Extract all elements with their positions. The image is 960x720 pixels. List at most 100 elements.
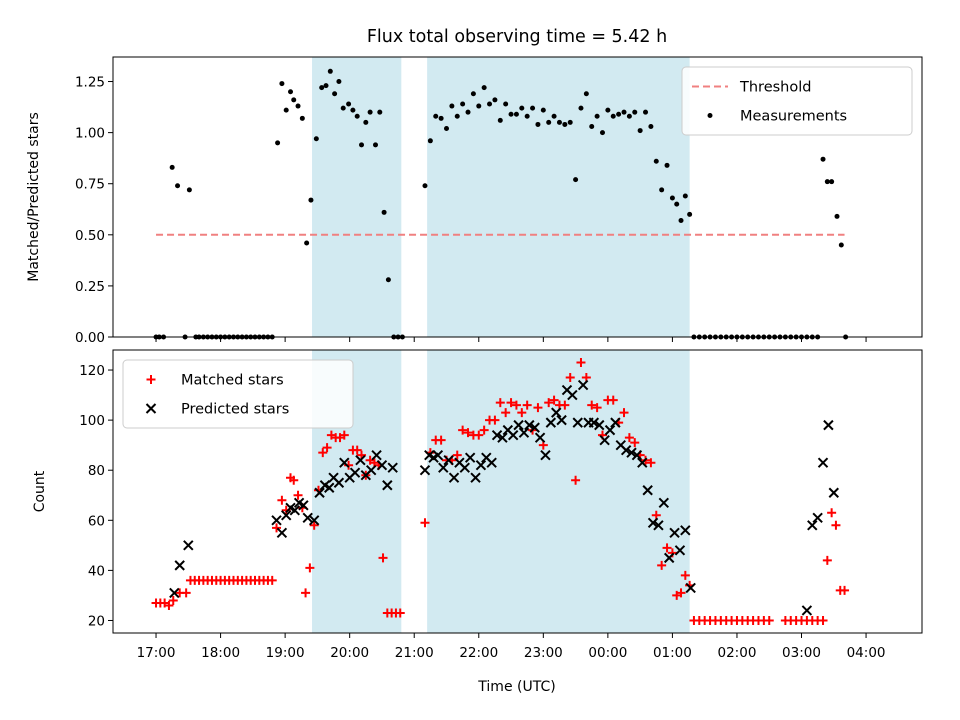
data-point	[319, 85, 325, 91]
legend-marker	[145, 403, 157, 414]
data-point	[470, 91, 476, 97]
data-point	[332, 91, 338, 97]
data-point	[340, 105, 346, 111]
data-point	[662, 543, 672, 553]
data-point	[438, 462, 449, 473]
data-point	[812, 512, 823, 524]
data-point	[443, 126, 449, 132]
data-point	[174, 560, 185, 571]
data-point	[291, 97, 297, 103]
data-point	[476, 103, 482, 109]
data-point	[605, 107, 611, 113]
data-point	[572, 417, 583, 428]
data-point	[674, 201, 680, 207]
data-point	[419, 465, 431, 476]
data-point	[449, 103, 455, 109]
data-point	[807, 520, 818, 531]
data-point	[349, 467, 361, 478]
data-point	[280, 510, 292, 521]
data-point	[594, 113, 600, 119]
data-point	[465, 109, 471, 115]
data-point	[295, 103, 301, 109]
data-point	[501, 408, 511, 418]
data-point	[458, 425, 468, 435]
data-point	[556, 119, 562, 125]
data-point	[535, 121, 541, 127]
legend: Threshold Measurements	[681, 66, 913, 136]
data-point	[577, 379, 589, 391]
data-point	[653, 158, 659, 164]
data-point	[599, 130, 605, 136]
data-point	[594, 419, 605, 431]
data-point	[529, 422, 540, 433]
data-point	[838, 242, 844, 248]
data-point	[302, 512, 313, 524]
data-point	[422, 183, 428, 189]
x-tick-label: 04:00	[847, 645, 886, 661]
data-point	[540, 107, 546, 113]
data-point	[573, 177, 579, 183]
data-point	[653, 520, 664, 531]
y-tick-label: 0.00	[75, 330, 105, 346]
data-point	[452, 450, 462, 460]
x-tick-label: 22:00	[459, 645, 498, 661]
data-point	[308, 197, 314, 203]
data-point	[801, 605, 813, 616]
data-point	[276, 527, 288, 539]
data-point	[443, 454, 454, 466]
data-point	[372, 142, 378, 148]
data-point	[304, 240, 310, 246]
data-point	[271, 515, 282, 526]
data-point	[495, 398, 505, 408]
data-point	[642, 485, 653, 496]
data-point	[432, 449, 444, 461]
data-point	[436, 435, 446, 445]
axes-frame	[112, 56, 923, 338]
x-tick-label: 03:00	[782, 645, 821, 661]
data-point	[169, 164, 175, 170]
data-point	[530, 105, 536, 111]
data-point	[549, 395, 559, 405]
data-point	[674, 545, 686, 556]
data-point	[522, 400, 532, 410]
data-point	[608, 395, 618, 405]
legend: Matched stars Predicted stars	[122, 359, 354, 429]
data-point	[267, 575, 277, 585]
x-tick-label: 02:00	[718, 645, 757, 661]
data-point	[308, 515, 320, 526]
data-point	[829, 179, 835, 185]
data-point	[545, 417, 557, 428]
data-point	[463, 428, 473, 438]
data-point	[657, 560, 667, 570]
data-point	[382, 480, 393, 491]
data-point	[823, 419, 834, 431]
y-tick-label: 40	[88, 563, 105, 579]
data-point	[475, 459, 487, 471]
data-point	[637, 457, 648, 468]
data-point	[497, 117, 503, 123]
data-point	[588, 417, 600, 428]
x-tick-label: 21:00	[395, 645, 434, 661]
data-point	[562, 121, 568, 127]
data-point	[491, 429, 503, 441]
data-point	[822, 555, 832, 565]
data-point	[648, 123, 654, 129]
data-point	[676, 588, 686, 598]
y-tick-label: 120	[79, 363, 105, 379]
data-point	[664, 162, 670, 168]
data-point	[378, 553, 388, 563]
data-point	[685, 582, 696, 594]
data-point	[365, 465, 377, 476]
data-point	[680, 570, 690, 580]
data-point	[513, 419, 524, 431]
data-point	[323, 83, 329, 89]
data-point	[663, 552, 675, 564]
data-point	[637, 128, 643, 134]
data-point	[354, 113, 360, 119]
data-point	[610, 113, 616, 119]
data-point	[376, 459, 388, 471]
panel-ratio: 0.00 0.25 0.50 0.75 1.00 1.25 Matched/Predicte…	[26, 56, 923, 346]
chart-title: Flux total observing time = 5.42 h	[367, 27, 667, 47]
data-point	[327, 68, 333, 74]
data-point	[647, 517, 659, 529]
